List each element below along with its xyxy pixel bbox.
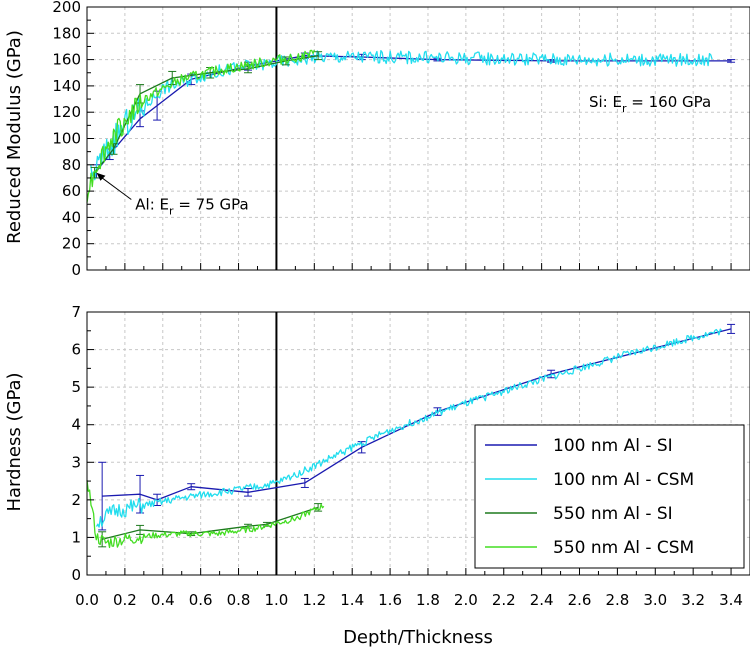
x-tick-label: 1.6 <box>378 591 402 609</box>
error-bar <box>314 51 323 61</box>
y-tick-label: 140 <box>52 77 81 95</box>
x-tick-label: 3.4 <box>719 591 743 609</box>
series-line <box>94 55 319 174</box>
error-bar <box>153 493 162 506</box>
y-tick-label: 0 <box>71 566 81 584</box>
y-tick-label: 100 <box>52 130 81 148</box>
series-line <box>102 328 732 501</box>
y-tick-label: 6 <box>71 341 81 359</box>
legend-label: 550 nm Al - SI <box>553 504 673 524</box>
annotation-text-rest: = 160 GPa <box>627 93 712 111</box>
x-axis-label: Depth/Thickness <box>343 627 493 648</box>
series-550-nm-al---si <box>98 503 323 548</box>
error-bar <box>727 59 736 63</box>
series-100-nm-al---si <box>98 323 736 531</box>
y-tick-label: 80 <box>62 156 81 174</box>
legend-item: 100 nm Al - CSM <box>485 470 694 490</box>
legend-item: 550 nm Al - SI <box>485 504 673 524</box>
y-tick-label: 20 <box>62 235 81 253</box>
y-tick-label: 160 <box>52 51 81 69</box>
y-axis-label-hardness: Hardness (GPa) <box>4 372 25 511</box>
annotation-subscript: r <box>622 102 627 115</box>
y-tick-label: 3 <box>71 453 81 471</box>
x-tick-label: 1.0 <box>264 591 288 609</box>
annotation-text: Si: Er = 160 GPa <box>589 93 711 115</box>
y-tick-label: 0 <box>71 261 81 279</box>
y-tick-label: 120 <box>52 103 81 121</box>
hardness-chart: 0 1 2 3 4 5 6 7 0.0 0.2 0.4 0.6 0.8 1.0 1.2 1.4 1.6 1.8 2.… <box>71 303 750 609</box>
x-tick-label: 2.4 <box>530 591 554 609</box>
x-tick-label: 2.0 <box>454 591 478 609</box>
x-tick-label: 1.8 <box>416 591 440 609</box>
error-bar <box>244 488 253 497</box>
error-bar <box>98 531 107 548</box>
x-tick-label: 0.8 <box>227 591 251 609</box>
x-tick-label: 2.2 <box>492 591 516 609</box>
series-100-nm-al---csm <box>95 328 723 528</box>
x-tick-label: 3.0 <box>643 591 667 609</box>
x-tick-label: 2.8 <box>605 591 629 609</box>
legend: 100 nm Al - SI 100 nm Al - CSM 550 nm Al -… <box>474 424 745 569</box>
series-line <box>95 328 723 528</box>
legend-item: 550 nm Al - CSM <box>485 538 694 558</box>
y-tick-label: 200 <box>52 0 81 16</box>
series-line <box>86 480 325 549</box>
legend-label: 100 nm Al - CSM <box>553 470 694 490</box>
error-bar <box>187 483 196 491</box>
x-tick-label: 2.6 <box>568 591 592 609</box>
modulus-chart: 0 20 40 60 80 100 120 140 160 180 200 Si: Er = 160 … <box>52 0 750 279</box>
series-line <box>102 506 319 540</box>
series-100-nm-al---si <box>92 52 736 179</box>
annotation-text: Al: Er = 75 GPa <box>135 196 248 218</box>
y-tick-label: 1 <box>71 528 81 546</box>
error-bar <box>300 477 309 488</box>
annotation-arrow-head <box>96 172 106 181</box>
y-tick-label: 40 <box>62 208 81 226</box>
y-tick-label: 180 <box>52 24 81 42</box>
legend-item: 100 nm Al - SI <box>485 436 673 456</box>
error-bar <box>727 323 736 334</box>
annotation-subscript: r <box>169 205 174 218</box>
annotation-arrow-line <box>100 176 132 200</box>
x-tick-label: 1.4 <box>340 591 364 609</box>
grid <box>87 7 750 270</box>
x-tick-label: 3.2 <box>681 591 705 609</box>
y-tick-label: 5 <box>71 378 81 396</box>
error-bar <box>98 461 107 531</box>
y-tick-label: 7 <box>71 303 81 321</box>
series-550-nm-al---csm <box>86 49 315 203</box>
legend-box <box>474 424 745 569</box>
y-axis-label-modulus: Reduced Modulus (GPa) <box>4 30 25 244</box>
y-tick-label: 60 <box>62 182 81 200</box>
error-bar <box>136 524 145 535</box>
x-tick-label: 0.0 <box>75 591 99 609</box>
legend-label: 550 nm Al - CSM <box>553 538 694 558</box>
series-550-nm-al---csm <box>86 480 325 549</box>
x-tick-label: 0.2 <box>113 591 137 609</box>
x-tick-label: 0.6 <box>189 591 213 609</box>
legend-label: 100 nm Al - SI <box>553 436 673 456</box>
series-100-nm-al---csm <box>90 49 713 181</box>
series-line <box>90 49 713 181</box>
annotation-text-rest: = 75 GPa <box>174 196 249 214</box>
y-tick-label: 2 <box>71 491 81 509</box>
y-tick-label: 4 <box>71 416 81 434</box>
x-tick-label: 0.4 <box>151 591 175 609</box>
series-line <box>86 49 315 203</box>
x-tick-label: 1.2 <box>302 591 326 609</box>
